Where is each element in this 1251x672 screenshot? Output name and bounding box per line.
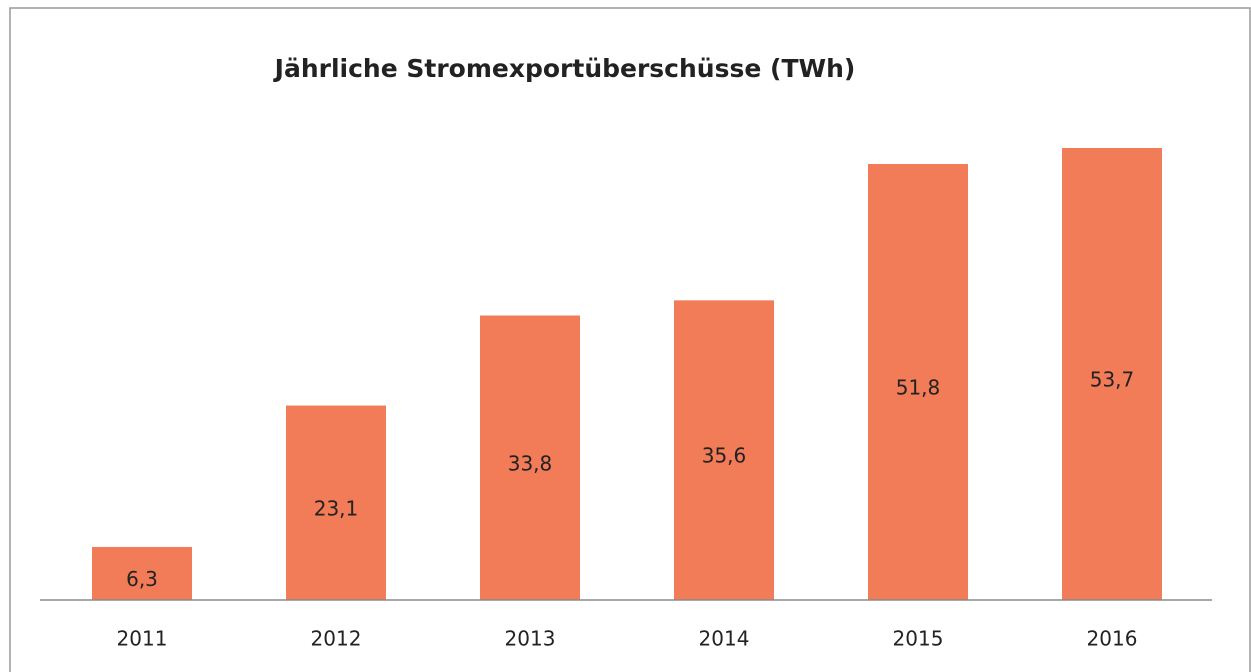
bar xyxy=(92,546,192,600)
value-label: 6,3 xyxy=(126,567,158,591)
chart-frame xyxy=(9,7,1251,672)
chart-title: Jährliche Stromexportüberschüsse (TWh) xyxy=(273,54,856,83)
value-label: 35,6 xyxy=(702,444,747,468)
bar xyxy=(1062,148,1162,600)
value-label: 23,1 xyxy=(314,496,359,520)
bar xyxy=(674,300,774,600)
bar xyxy=(480,315,580,600)
bar xyxy=(286,405,386,600)
x-tick-label: 2014 xyxy=(699,627,750,651)
x-tick-label: 2013 xyxy=(505,627,556,651)
value-label: 53,7 xyxy=(1090,368,1135,392)
bar xyxy=(868,163,968,600)
value-label: 51,8 xyxy=(896,375,941,399)
x-tick-label: 2011 xyxy=(117,627,168,651)
x-tick-label: 2016 xyxy=(1087,627,1138,651)
x-tick-label: 2015 xyxy=(893,627,944,651)
x-tick-label: 2012 xyxy=(311,627,362,651)
value-label: 33,8 xyxy=(508,451,553,475)
